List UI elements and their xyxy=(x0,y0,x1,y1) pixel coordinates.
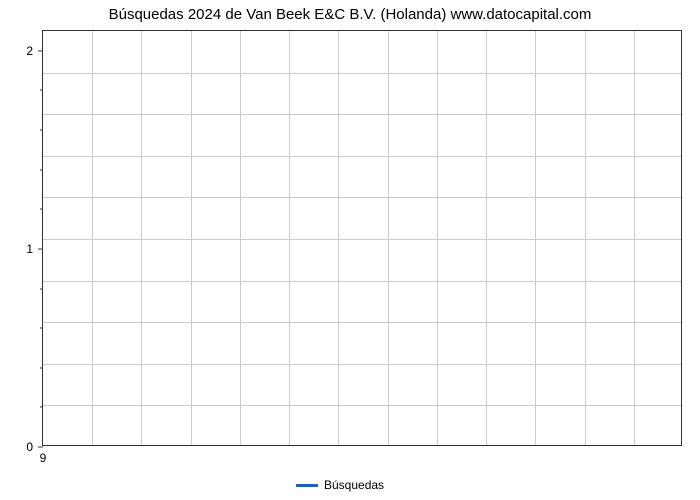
y-tick-label: 0 xyxy=(26,440,33,454)
legend-line-swatch xyxy=(296,484,318,487)
grid-horizontal xyxy=(43,156,681,157)
y-minor-tick xyxy=(40,130,43,131)
y-tick-mark xyxy=(38,447,43,448)
grid-horizontal xyxy=(43,197,681,198)
grid-vertical xyxy=(634,31,635,445)
y-minor-tick xyxy=(40,169,43,170)
grid-vertical xyxy=(535,31,536,445)
grid-vertical xyxy=(92,31,93,445)
y-tick-label: 2 xyxy=(26,44,33,58)
grid-vertical xyxy=(240,31,241,445)
grid-vertical xyxy=(338,31,339,445)
chart-legend: Búsquedas xyxy=(296,478,384,492)
grid-vertical xyxy=(191,31,192,445)
x-tick-label: 9 xyxy=(40,451,47,465)
y-minor-tick xyxy=(40,288,43,289)
y-minor-tick xyxy=(40,328,43,329)
y-minor-tick xyxy=(40,209,43,210)
grid-vertical xyxy=(585,31,586,445)
y-tick-label: 1 xyxy=(26,242,33,256)
grid-vertical xyxy=(486,31,487,445)
grid-horizontal xyxy=(43,281,681,282)
grid-horizontal xyxy=(43,364,681,365)
chart-plot-area: 0129 xyxy=(42,30,682,446)
y-tick-mark xyxy=(38,50,43,51)
y-minor-tick xyxy=(40,407,43,408)
grid-horizontal xyxy=(43,405,681,406)
grid-vertical xyxy=(289,31,290,445)
y-minor-tick xyxy=(40,90,43,91)
y-minor-tick xyxy=(40,367,43,368)
legend-label: Búsquedas xyxy=(324,478,384,492)
chart-title: Búsquedas 2024 de Van Beek E&C B.V. (Hol… xyxy=(0,6,700,23)
y-tick-mark xyxy=(38,248,43,249)
grid-horizontal xyxy=(43,73,681,74)
grid-vertical xyxy=(437,31,438,445)
grid-vertical xyxy=(388,31,389,445)
grid-horizontal xyxy=(43,322,681,323)
grid-horizontal xyxy=(43,239,681,240)
grid-vertical xyxy=(141,31,142,445)
grid-horizontal xyxy=(43,114,681,115)
